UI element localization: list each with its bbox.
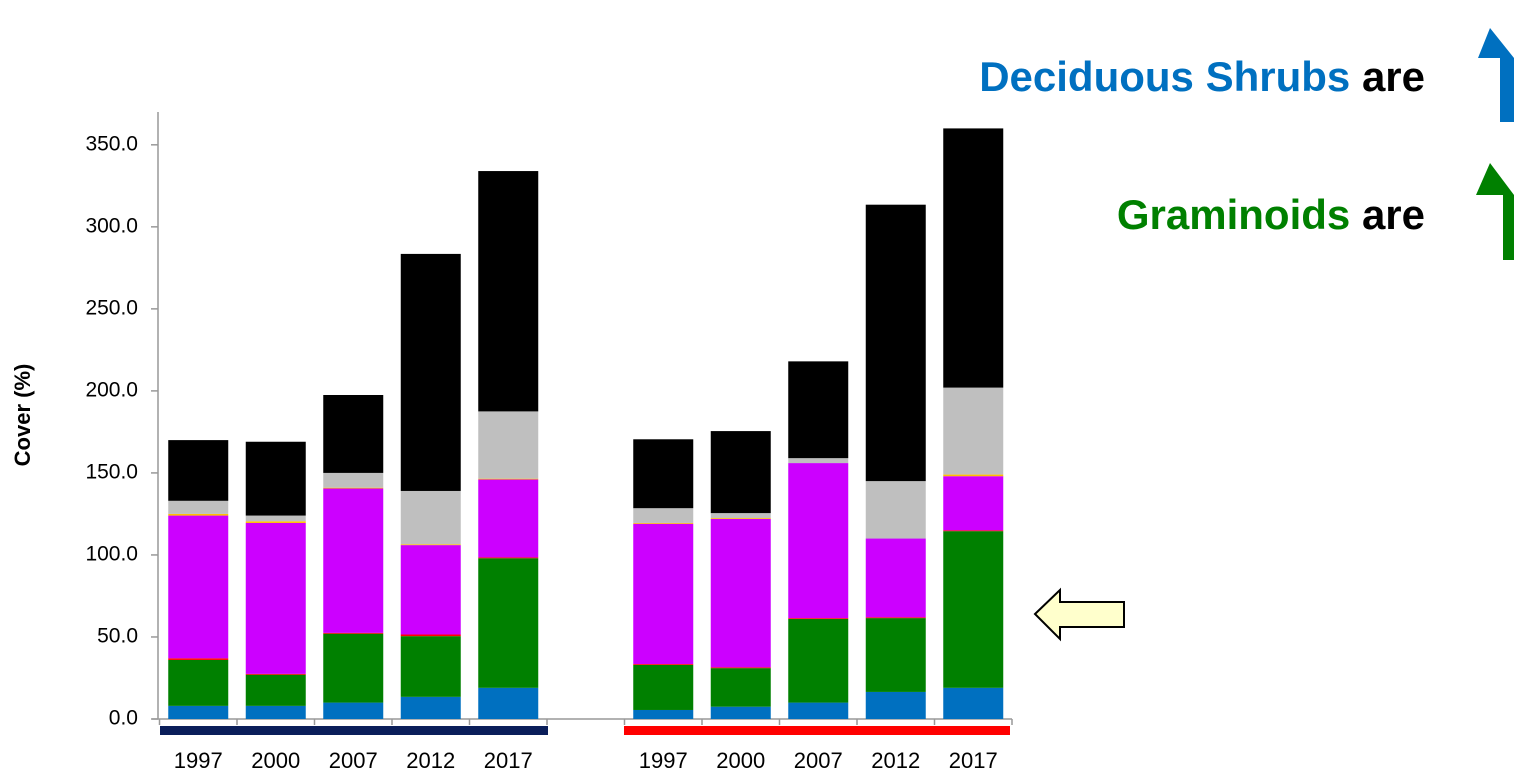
y-tick-label: 300.0: [85, 214, 138, 237]
bar-segment: [710, 706, 771, 719]
bar-segment: [323, 472, 384, 488]
bar-segment: [943, 530, 1004, 532]
group-underline: [624, 726, 1010, 735]
bar-segment: [245, 674, 306, 706]
bar-segment: [943, 687, 1004, 719]
x-tick-label: 2012: [871, 748, 920, 773]
bar-segment: [710, 513, 771, 519]
bar-segment: [633, 439, 694, 509]
y-tick-label: 200.0: [85, 378, 138, 401]
bar-segment: [168, 659, 229, 706]
bar-segment: [400, 545, 461, 635]
bar-segment: [943, 387, 1004, 475]
bar-segment: [245, 522, 306, 674]
bar-segment: [633, 664, 694, 710]
bar-segment: [245, 515, 306, 522]
left-arrow: [1033, 587, 1125, 642]
bar-segment: [865, 204, 926, 482]
bar-segment: [400, 544, 461, 546]
bar-segment: [478, 558, 539, 688]
x-tick-label: 1997: [639, 748, 688, 773]
bar-segment: [168, 513, 229, 516]
y-tick-label: 350.0: [85, 132, 138, 155]
bar-segment: [633, 508, 694, 523]
bar-segment: [323, 633, 384, 703]
bar-segment: [323, 394, 384, 473]
bar-segment: [400, 636, 461, 697]
x-tick-label: 2000: [716, 748, 765, 773]
y-tick-label: 0.0: [109, 707, 138, 730]
bar-segment: [943, 474, 1004, 477]
x-tick-label: 1997: [174, 748, 223, 773]
bar-segment: [400, 490, 461, 545]
bar-segment: [710, 668, 771, 707]
annotation: Deciduous Shrubs are: [979, 53, 1425, 100]
x-tick-label: 2000: [251, 748, 300, 773]
x-tick-label: 2012: [406, 748, 455, 773]
bar-segment: [788, 463, 849, 619]
bar-segment: [788, 702, 849, 719]
bar-segment: [633, 664, 694, 665]
bar-segment: [168, 440, 229, 501]
bar-segment: [245, 521, 306, 523]
bar-segment: [478, 171, 539, 412]
bar-segment: [788, 618, 849, 703]
up-arrow: [1478, 28, 1514, 122]
bar-segment: [633, 523, 694, 665]
bar-segment: [943, 476, 1004, 531]
bar-segment: [865, 691, 926, 719]
annotation-text: are: [1362, 191, 1425, 238]
bar-segment: [478, 479, 539, 558]
x-tick-label: 2007: [794, 748, 843, 773]
y-tick-label: 100.0: [85, 542, 138, 565]
bar-segment: [323, 488, 384, 633]
bar-segment: [168, 515, 229, 659]
bar-segment: [478, 687, 539, 719]
bar-segment: [168, 705, 229, 719]
bar-segment: [943, 531, 1004, 688]
bar-segment: [865, 617, 926, 619]
bar-segment: [245, 441, 306, 516]
bar-segment: [865, 618, 926, 692]
annotation-highlight: Graminoids: [1117, 191, 1350, 238]
annotation: Graminoids are: [1117, 191, 1425, 238]
bar-segment: [788, 618, 849, 619]
bar-segment: [633, 709, 694, 719]
bar-segment: [245, 705, 306, 719]
bar-segment: [710, 518, 771, 519]
annotation-text: are: [1362, 53, 1425, 100]
bar-segment: [400, 696, 461, 719]
bar-segment: [245, 673, 306, 675]
bar-segment: [400, 634, 461, 637]
y-tick-label: 50.0: [97, 625, 138, 648]
bar-segment: [323, 702, 384, 719]
bar-segment: [168, 658, 229, 660]
bar-segment: [788, 361, 849, 459]
bar-segment: [865, 538, 926, 618]
bar-segment: [633, 522, 694, 524]
bar-segment: [478, 478, 539, 480]
bar-segment: [478, 411, 539, 479]
x-tick-label: 2017: [484, 748, 533, 773]
bar-segment: [400, 253, 461, 491]
bar-segment: [788, 458, 849, 464]
bar-segment: [710, 667, 771, 669]
annotation-highlight: Deciduous Shrubs: [979, 53, 1350, 100]
x-tick-label: 2007: [329, 748, 378, 773]
bar-segment: [710, 518, 771, 668]
y-tick-label: 250.0: [85, 296, 138, 319]
x-tick-label: 2017: [949, 748, 998, 773]
bar-segment: [323, 487, 384, 489]
y-axis-label: Cover (%): [10, 364, 35, 467]
bar-segment: [323, 632, 384, 634]
bar-segment: [865, 481, 926, 539]
bar-segment: [478, 557, 539, 559]
bar-segment: [168, 500, 229, 514]
bar-segment: [943, 128, 1004, 388]
y-tick-label: 150.0: [85, 460, 138, 483]
bar-segment: [710, 431, 771, 514]
group-underline: [160, 726, 548, 735]
up-arrow: [1476, 163, 1514, 260]
